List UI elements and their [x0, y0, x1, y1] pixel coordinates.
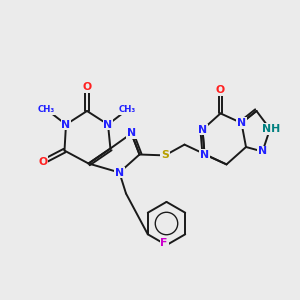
Text: F: F — [160, 238, 168, 248]
Text: CH₃: CH₃ — [38, 105, 55, 114]
Text: NH: NH — [262, 124, 280, 134]
Text: N: N — [103, 119, 112, 130]
Text: O: O — [82, 82, 91, 92]
Text: N: N — [237, 118, 246, 128]
Text: CH₃: CH₃ — [119, 105, 136, 114]
Text: O: O — [216, 85, 225, 95]
Text: N: N — [61, 119, 70, 130]
Text: S: S — [161, 150, 169, 161]
Text: N: N — [200, 149, 209, 160]
Text: N: N — [198, 124, 207, 135]
Text: O: O — [38, 157, 47, 167]
Text: N: N — [258, 146, 267, 157]
Text: N: N — [127, 128, 136, 139]
Text: N: N — [115, 167, 124, 178]
